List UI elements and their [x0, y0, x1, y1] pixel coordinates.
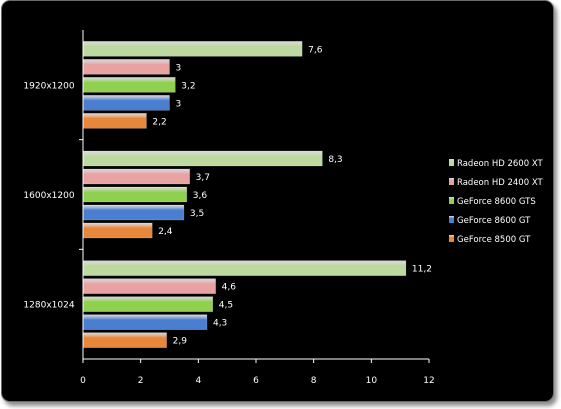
bar-radeon-hd-2400-xt-1920x1200: [82, 59, 170, 75]
x-tick-label: 12: [423, 376, 434, 386]
data-label: 3: [176, 63, 182, 73]
data-label: 4,5: [219, 301, 233, 311]
legend-label: Radeon HD 2400 XT: [457, 178, 543, 188]
legend-swatch: [449, 178, 454, 185]
x-tick-label: 6: [253, 376, 259, 386]
data-label: 8,3: [328, 155, 342, 165]
bar-geforce-8500-gt-1600x1200: [82, 222, 153, 239]
legend-swatch: [449, 235, 454, 242]
bar-geforce-8500-gt-1920x1200: [82, 113, 147, 129]
bar-radeon-hd-2600-xt-1280x1024: [82, 260, 407, 276]
category-label: 1600x1200: [23, 191, 74, 201]
data-label: 3,7: [196, 173, 210, 183]
data-label: 3,5: [190, 209, 204, 219]
data-label: 2,2: [152, 117, 166, 127]
legend-label: GeForce 8600 GT: [457, 216, 531, 226]
legend-swatch: [449, 216, 454, 223]
bar-geforce-8600-gt-1920x1200: [82, 95, 170, 111]
x-tick-label: 8: [311, 376, 317, 386]
bar-geforce-8600-gts-1920x1200: [82, 77, 176, 93]
bar-radeon-hd-2600-xt-1920x1200: [82, 41, 303, 57]
data-label: 4,3: [213, 319, 227, 329]
legend-swatch: [449, 197, 454, 204]
bar-geforce-8600-gts-1280x1024: [82, 296, 213, 312]
x-tick-label: 2: [138, 376, 144, 386]
bars-group: 7,6 3 3,2 3 2,2 8,3 3,7 3,6 3,5 2,4 11,2 4,6 4,5 4,3 2…: [82, 41, 432, 348]
x-tick-label: 0: [80, 376, 86, 386]
bar-radeon-hd-2400-xt-1600x1200: [82, 168, 190, 185]
bar-radeon-hd-2400-xt-1280x1024: [82, 278, 216, 294]
category-label: 1920x1200: [23, 81, 74, 91]
data-label: 2,4: [158, 227, 173, 237]
legend: Radeon HD 2600 XT Radeon HD 2400 XT GeForc…: [449, 159, 543, 245]
legend-label: GeForce 8500 GT: [457, 235, 531, 245]
data-label: 2,9: [173, 337, 188, 347]
data-label: 4,6: [222, 283, 237, 293]
bar-radeon-hd-2600-xt-1600x1200: [82, 150, 323, 167]
bar-geforce-8600-gt-1280x1024: [82, 314, 208, 330]
x-tick-label: 4: [195, 376, 201, 386]
data-label: 3,6: [193, 191, 208, 201]
data-label: 3,2: [181, 81, 195, 91]
data-label: 7,6: [308, 45, 323, 55]
bar-geforce-8600-gt-1600x1200: [82, 204, 185, 221]
legend-swatch: [449, 159, 454, 166]
data-label: 3: [176, 99, 182, 109]
legend-label: GeForce 8600 GTS: [457, 197, 536, 207]
legend-label: Radeon HD 2600 XT: [457, 159, 543, 169]
category-label: 1280x1024: [23, 301, 74, 311]
x-tick-label: 10: [366, 376, 378, 386]
axes-group: 1920x1200 1600x1200 1280x1024 0 2 4 6 8 10 12: [23, 30, 435, 386]
bar-geforce-8500-gt-1280x1024: [82, 332, 167, 348]
data-label: 11,2: [412, 265, 432, 275]
bar-geforce-8600-gts-1600x1200: [82, 186, 188, 203]
